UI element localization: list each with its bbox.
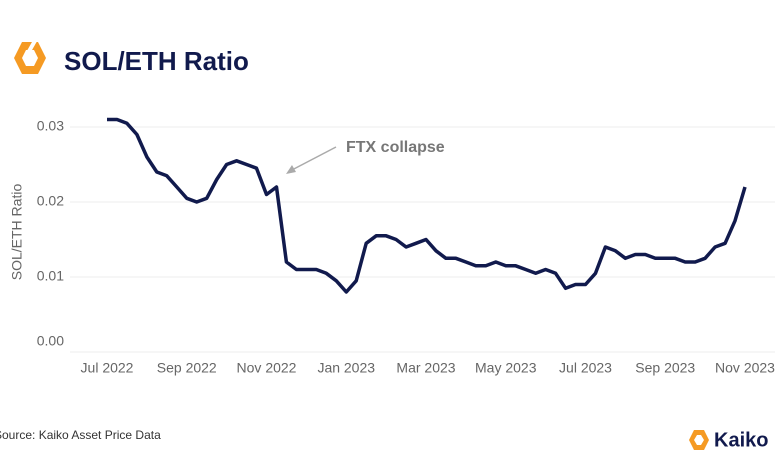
annotation: FTX collapse <box>346 139 445 156</box>
brand-name: Kaiko <box>714 429 768 451</box>
x-tick-label: Jan 2023 <box>317 360 375 376</box>
x-tick-label: Sep 2022 <box>157 360 217 376</box>
x-tick-label: Sep 2023 <box>635 360 695 376</box>
source-note: Source: Kaiko Asset Price Data <box>0 428 161 442</box>
annotation-arrowhead <box>286 165 296 174</box>
y-tick-label: 0.00 <box>37 333 64 349</box>
y-axis-label: SOL/ETH Ratio <box>9 184 25 281</box>
data-line <box>107 117 747 294</box>
x-tick-label: Nov 2022 <box>237 360 297 376</box>
y-tick-label: 0.03 <box>37 118 64 134</box>
title-logo <box>14 39 46 74</box>
y-tick-label: 0.01 <box>37 268 64 284</box>
chart-title: SOL/ETH Ratio <box>64 46 249 76</box>
x-tick-label: Jul 2022 <box>81 360 134 376</box>
y-tick-label: 0.02 <box>37 193 64 209</box>
annotation-arrow <box>289 146 337 172</box>
x-tick-label: Mar 2023 <box>396 360 455 376</box>
brand-logo <box>689 430 709 450</box>
x-tick-label: Nov 2023 <box>715 360 775 376</box>
x-tick-label: Jul 2023 <box>559 360 612 376</box>
x-tick-label: May 2023 <box>475 360 537 376</box>
